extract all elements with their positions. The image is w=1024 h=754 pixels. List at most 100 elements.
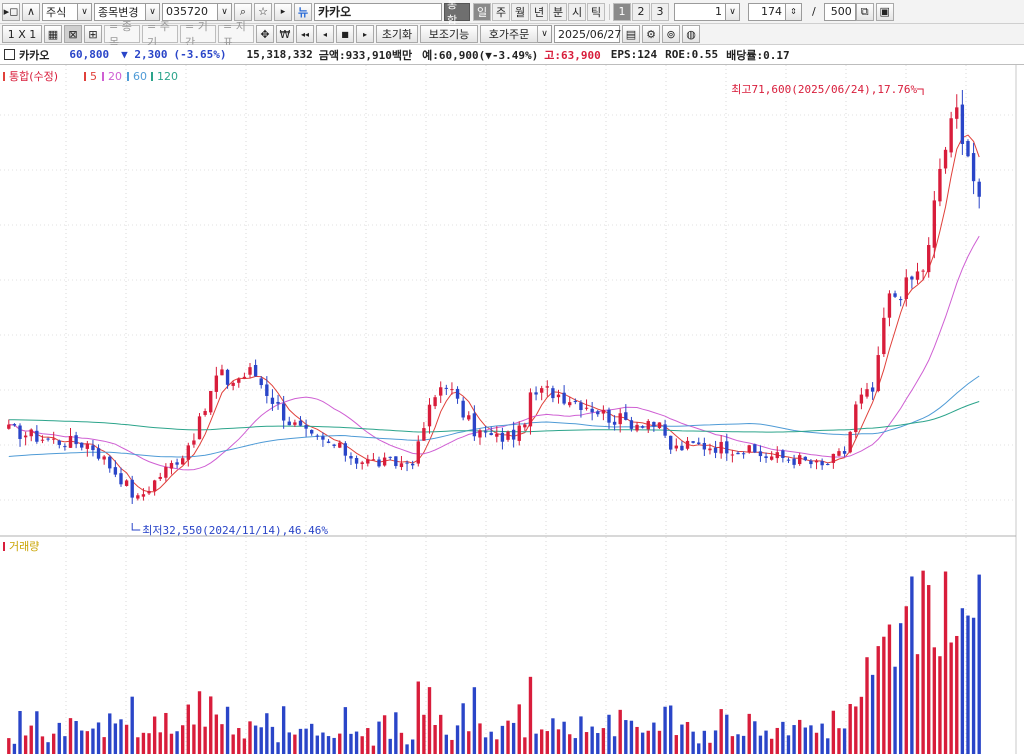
- binoculars-icon[interactable]: ⊚: [662, 25, 680, 43]
- period-tab-6[interactable]: 틱: [587, 2, 605, 21]
- info-stock-name: 카카오: [19, 48, 50, 62]
- period-tab-2[interactable]: 월: [511, 2, 529, 21]
- volume-bar: [663, 706, 667, 754]
- slash-label: /: [812, 5, 816, 18]
- volume-bar: [197, 691, 202, 754]
- candle-body: [635, 424, 639, 431]
- candle-body: [388, 456, 392, 458]
- rewind-icon[interactable]: ◂◂: [296, 25, 314, 43]
- max-count-input[interactable]: 500: [823, 2, 856, 21]
- volume-bar: [691, 731, 695, 754]
- candle-body: [360, 462, 364, 464]
- volume-bar: [304, 728, 308, 754]
- aux-function-button[interactable]: 보조기능: [420, 25, 478, 43]
- globe-icon[interactable]: ◍: [682, 25, 700, 43]
- integrated-button[interactable]: 통합: [444, 0, 470, 27]
- spinner-icon[interactable]: ⇕: [786, 2, 802, 21]
- chevron-down-icon[interactable]: ∨: [78, 2, 92, 21]
- candle-body: [971, 153, 976, 182]
- date-field[interactable]: 2025/06/27: [554, 25, 621, 43]
- stock-chart[interactable]: 최고71,600(2025/06/24),17.76% 최저32,550(2024…: [0, 65, 1024, 754]
- ma120-line: [8, 401, 980, 433]
- chevron-down-icon[interactable]: ∨: [538, 25, 552, 43]
- stop-icon[interactable]: ■: [336, 25, 354, 43]
- info-change-pct: (-3.65%): [173, 48, 227, 61]
- info-roe: ROE:0.55: [665, 48, 719, 61]
- volume-bar: [500, 725, 505, 754]
- volume-bar: [977, 574, 981, 754]
- chevron-down-icon[interactable]: ∨: [726, 2, 740, 21]
- number-tab-1[interactable]: 1: [613, 2, 631, 21]
- indicator-sync-button[interactable]: = 지표: [218, 20, 254, 49]
- count-input[interactable]: 174: [748, 2, 786, 21]
- change-stock-select[interactable]: 종목변경: [94, 2, 146, 21]
- search-icon[interactable]: ⌕: [234, 2, 252, 21]
- candle-body: [826, 464, 830, 466]
- order-button[interactable]: 호가주문: [480, 25, 538, 43]
- volume-bar: [685, 721, 690, 754]
- save-icon[interactable]: ▣: [875, 2, 894, 21]
- candle-body: [702, 443, 707, 450]
- candle-body: [921, 270, 925, 272]
- table-layout-icon[interactable]: ⊞: [84, 25, 102, 43]
- volume-bar: [786, 735, 791, 754]
- dropdown-arrow-icon[interactable]: ▸: [274, 2, 292, 21]
- move-icon[interactable]: ✥: [256, 25, 274, 43]
- interval-input[interactable]: 1: [674, 2, 726, 21]
- candle-body: [674, 445, 678, 449]
- candle-body: [960, 104, 965, 144]
- stock-sync-button[interactable]: = 종목: [104, 20, 140, 49]
- period-tab-4[interactable]: 분: [549, 2, 567, 21]
- candle-body: [876, 355, 880, 392]
- candle-body: [371, 459, 376, 461]
- prev-icon[interactable]: ◂: [316, 25, 334, 43]
- reset-button[interactable]: 초기화: [376, 25, 418, 43]
- volume-bar: [455, 725, 460, 754]
- period-tab-0[interactable]: 일: [473, 2, 491, 21]
- market-select[interactable]: 주식: [42, 2, 78, 21]
- add-window-icon[interactable]: ⧉: [855, 2, 874, 21]
- period-sync-button[interactable]: = 주기: [142, 20, 178, 49]
- info-high: 고:63,900: [544, 48, 601, 62]
- candle-body: [938, 168, 942, 202]
- volume-bar: [281, 706, 286, 754]
- number-tab-3[interactable]: 3: [651, 2, 669, 21]
- stock-code-input[interactable]: 035720: [162, 2, 218, 21]
- volume-bar: [562, 721, 566, 754]
- calendar-icon[interactable]: ▤: [622, 25, 640, 43]
- volume-bar: [887, 624, 892, 754]
- volume-bar: [747, 713, 751, 754]
- volume-bar: [450, 739, 454, 754]
- number-tab-2[interactable]: 2: [632, 2, 650, 21]
- candle-body: [102, 456, 106, 460]
- checkbox-icon[interactable]: [4, 49, 15, 60]
- single-layout-icon[interactable]: ⊠: [64, 25, 82, 43]
- grid-layout-icon[interactable]: ▦: [44, 25, 62, 43]
- candle-body: [124, 480, 129, 486]
- stock-name-field[interactable]: 카카오: [314, 2, 442, 21]
- ratio-1x1-button[interactable]: 1 X 1: [2, 25, 42, 43]
- link-icon[interactable]: ▸◻: [2, 2, 20, 21]
- chevron-down-icon[interactable]: ∨: [218, 2, 232, 21]
- next-icon[interactable]: ▸: [356, 25, 374, 43]
- term-sync-button[interactable]: = 기간: [180, 20, 216, 49]
- volume-bar: [141, 732, 146, 754]
- volume-bar: [124, 724, 129, 754]
- low-annotation: 최저32,550(2024/11/14),46.46%: [142, 524, 328, 537]
- candle-body: [943, 149, 948, 169]
- candle-body: [781, 450, 785, 458]
- chevron-down-icon[interactable]: ∨: [146, 2, 160, 21]
- period-tab-3[interactable]: 년: [530, 2, 548, 21]
- period-tab-1[interactable]: 주: [492, 2, 510, 21]
- volume-bar: [147, 733, 151, 754]
- settings-gear-icon[interactable]: ⚙: [642, 25, 660, 43]
- up-arrow-button[interactable]: ∧: [22, 2, 40, 21]
- candle-body: [736, 452, 740, 455]
- news-button[interactable]: 뉴: [294, 2, 312, 21]
- favorite-star-icon[interactable]: ☆: [254, 2, 272, 21]
- volume-bar: [669, 705, 673, 754]
- candle-body: [427, 404, 432, 427]
- candle-body: [197, 416, 202, 440]
- period-tab-5[interactable]: 시: [568, 2, 586, 21]
- won-icon[interactable]: ₩: [276, 25, 294, 43]
